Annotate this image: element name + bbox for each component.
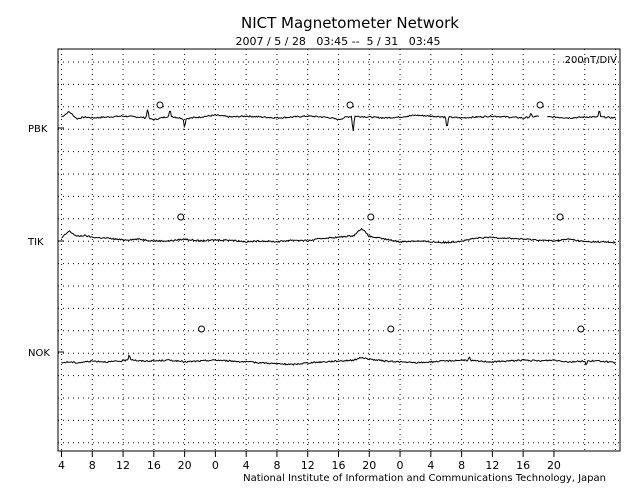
x-tick-label: 4 (58, 459, 65, 472)
x-tick-label: 0 (397, 459, 404, 472)
x-tick-label: 20 (178, 459, 192, 472)
x-tick-label: 4 (243, 459, 250, 472)
traces: PBK TIK NOK (27, 101, 616, 366)
series-pbk: PBK (28, 101, 616, 135)
x-tick-label: 8 (89, 459, 96, 472)
x-tick-label: 12 (301, 459, 315, 472)
x-tick-label: 8 (458, 459, 465, 472)
series-tik: TIK (27, 213, 616, 248)
marker-circle (556, 213, 564, 221)
x-tick-label: 4 (427, 459, 434, 472)
series-label: NOK (28, 348, 50, 359)
series-label: TIK (27, 237, 44, 248)
x-tick-label: 16 (147, 459, 161, 472)
series-line (61, 109, 616, 132)
x-tick-label: 16 (516, 459, 530, 472)
marker-circle (536, 101, 544, 109)
scale-label: 200nT/DIV (565, 55, 618, 66)
x-tick-label: 20 (547, 459, 561, 472)
marker-circle (156, 101, 164, 109)
credit-text: National Institute of Information and Co… (243, 473, 606, 484)
marker-circle (387, 325, 395, 333)
series-line (61, 227, 616, 244)
chart-title: NICT Magnetometer Network (241, 14, 459, 32)
x-tick-label: 16 (332, 459, 346, 472)
x-tick-label: 0 (212, 459, 219, 472)
x-tick-label: 12 (116, 459, 130, 472)
series-line (61, 354, 616, 366)
marker-circle (198, 325, 206, 333)
marker-circle (367, 213, 375, 221)
series-nok: NOK (28, 325, 616, 366)
x-tick-label: 12 (485, 459, 499, 472)
grid-lines (58, 49, 620, 451)
marker-circle (177, 213, 185, 221)
marker-circle (346, 101, 354, 109)
x-axis-ticks: 4 8 12 16 20 0 4 8 12 16 20 0 4 8 12 16 20 (58, 451, 561, 472)
x-tick-label: 8 (273, 459, 280, 472)
marker-circle (577, 325, 585, 333)
x-tick-label: 20 (362, 459, 376, 472)
series-label: PBK (28, 124, 48, 135)
chart-subtitle: 2007 / 5 / 28 03:45 -- 5 / 31 03:45 (236, 35, 441, 48)
